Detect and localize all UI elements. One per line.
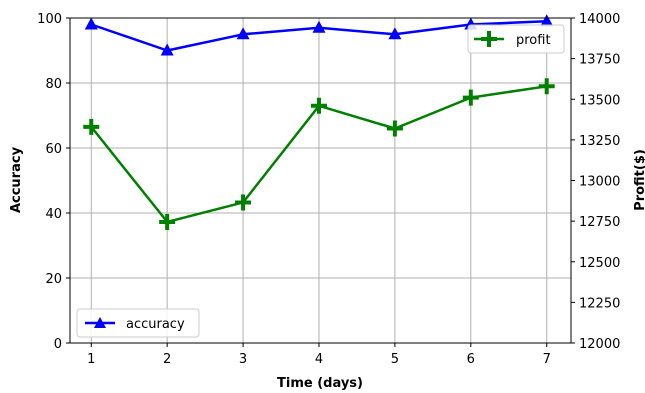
series-profit-point bbox=[538, 78, 555, 95]
series-layer bbox=[83, 14, 555, 230]
y-axis-right-title: Profit($) bbox=[633, 149, 645, 211]
series-accuracy-point bbox=[236, 27, 250, 40]
x-tick-label: 1 bbox=[87, 352, 95, 367]
x-tick-label: 4 bbox=[315, 352, 323, 367]
y-right-tick-label: 13000 bbox=[579, 175, 620, 190]
y-right-tick-label: 12750 bbox=[579, 215, 620, 230]
x-tick-label: 3 bbox=[239, 352, 247, 367]
y-left-tick-label: 60 bbox=[45, 142, 62, 157]
y-left-tick-label: 80 bbox=[45, 77, 62, 92]
y-right-tick-label: 12500 bbox=[579, 256, 620, 271]
series-profit-point bbox=[310, 97, 327, 114]
x-tick-label: 7 bbox=[543, 352, 551, 367]
legend-profit-label: profit bbox=[516, 33, 551, 48]
y-right-tick-label: 13250 bbox=[579, 134, 620, 149]
legend-accuracy-marker-icon bbox=[94, 317, 106, 328]
legend-profit: profit bbox=[467, 24, 565, 54]
x-tick-label: 5 bbox=[391, 352, 399, 367]
y-left-tick-label: 40 bbox=[45, 207, 62, 222]
legend-accuracy: accuracy bbox=[76, 308, 200, 338]
y-right-tick-label: 12250 bbox=[579, 296, 620, 311]
series-profit-point bbox=[462, 89, 479, 106]
series-accuracy-point bbox=[84, 17, 98, 30]
y-right-tick-label: 13750 bbox=[579, 53, 620, 68]
grid bbox=[70, 17, 571, 344]
x-tick-label: 6 bbox=[467, 352, 475, 367]
y-left-tick-label: 100 bbox=[37, 12, 62, 27]
series-profit-point bbox=[386, 120, 403, 137]
series-accuracy-point bbox=[388, 27, 402, 40]
series-profit-point bbox=[159, 213, 176, 230]
legend-accuracy-label: accuracy bbox=[126, 317, 185, 332]
x-axis-title: Time (days) bbox=[277, 376, 363, 391]
y-right-tick-label: 12000 bbox=[579, 337, 620, 352]
x-tick-label: 2 bbox=[163, 352, 171, 367]
series-accuracy-point bbox=[540, 14, 554, 27]
plot-frame bbox=[69, 17, 572, 344]
legend-profit-marker-icon bbox=[481, 31, 497, 47]
ticks: 1 2 3 4 5 6 7 0 20 40 60 80 100 12000 12250 12500 12750 1… bbox=[37, 12, 620, 367]
y-right-tick-label: 13500 bbox=[579, 93, 620, 108]
legend-profit-box bbox=[467, 24, 565, 54]
y-left-tick-label: 0 bbox=[54, 337, 62, 352]
series-accuracy-point bbox=[160, 43, 174, 56]
legend-accuracy-box bbox=[76, 308, 200, 338]
series-profit-point bbox=[83, 118, 100, 135]
y-left-tick-label: 20 bbox=[45, 272, 62, 287]
series-profit-point bbox=[235, 194, 252, 211]
y-axis-left-title: Accuracy bbox=[9, 146, 24, 213]
series-accuracy-point bbox=[312, 20, 326, 33]
y-right-tick-label: 14000 bbox=[579, 12, 620, 27]
